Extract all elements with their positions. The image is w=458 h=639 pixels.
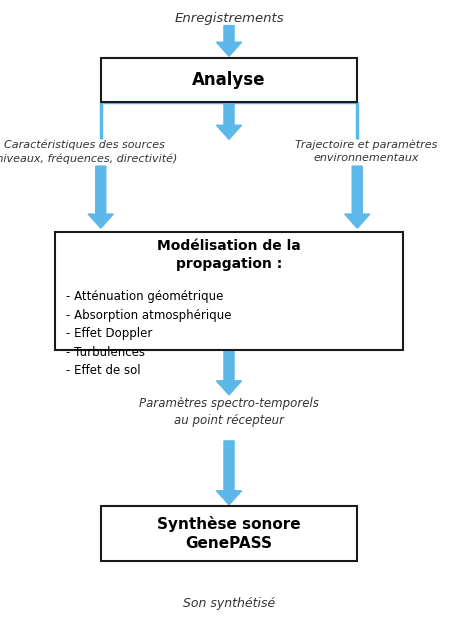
Text: Trajectoire et paramètres
environnementaux: Trajectoire et paramètres environnementa… bbox=[295, 139, 437, 164]
Text: - Atténuation géométrique
- Absorption atmosphérique
- Effet Doppler
- Turbulenc: - Atténuation géométrique - Absorption a… bbox=[66, 290, 232, 378]
Text: Caractéristiques des sources
(niveaux, fréquences, directivité): Caractéristiques des sources (niveaux, f… bbox=[0, 139, 177, 164]
Text: Analyse: Analyse bbox=[192, 71, 266, 89]
Text: Son synthétisé: Son synthétisé bbox=[183, 597, 275, 610]
FancyArrow shape bbox=[88, 166, 114, 228]
FancyArrow shape bbox=[216, 102, 242, 139]
Text: Enregistrements: Enregistrements bbox=[174, 12, 284, 25]
FancyArrow shape bbox=[216, 441, 242, 505]
FancyArrow shape bbox=[216, 349, 242, 395]
FancyArrow shape bbox=[216, 26, 242, 56]
FancyArrow shape bbox=[345, 166, 370, 228]
Text: Paramètres spectro-temporels
au point récepteur: Paramètres spectro-temporels au point ré… bbox=[139, 397, 319, 427]
Text: Synthèse sonore
GenePASS: Synthèse sonore GenePASS bbox=[157, 516, 301, 551]
FancyBboxPatch shape bbox=[101, 58, 357, 102]
FancyBboxPatch shape bbox=[101, 506, 357, 561]
Text: Modélisation de la
propagation :: Modélisation de la propagation : bbox=[157, 239, 301, 271]
FancyBboxPatch shape bbox=[55, 232, 403, 350]
